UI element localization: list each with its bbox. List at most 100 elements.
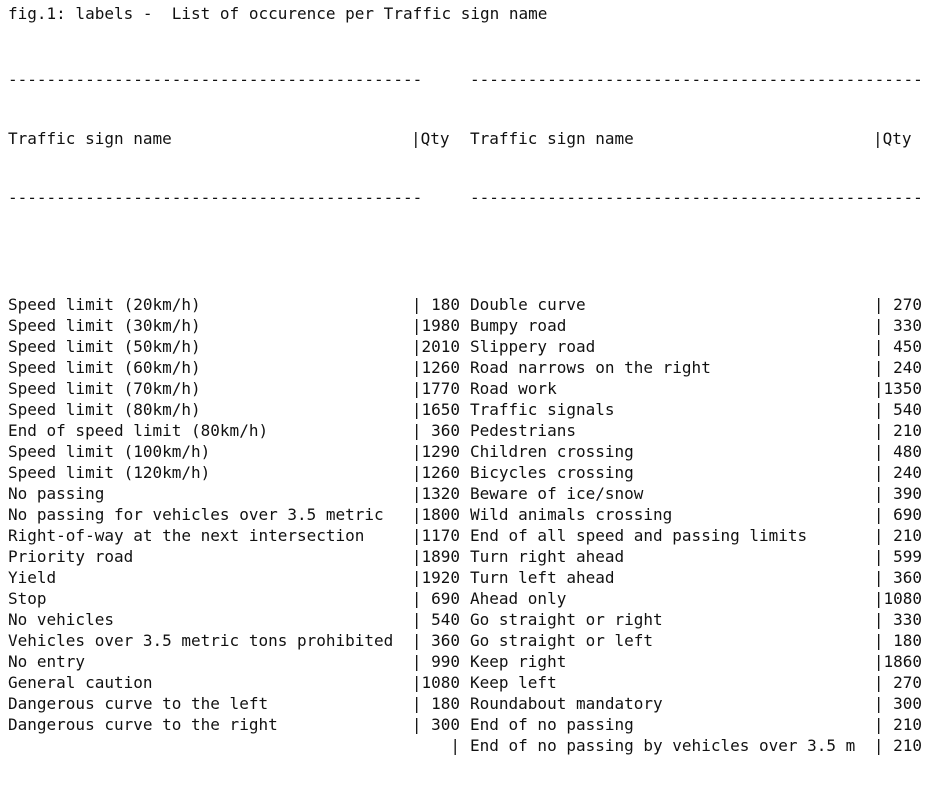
traffic-sign-qty: |1260 — [411, 463, 460, 482]
traffic-sign-qty: | 240 — [873, 463, 922, 482]
traffic-sign-qty: | 690 — [873, 505, 922, 524]
table-row: No vehicles | 540 — [8, 609, 460, 630]
traffic-sign-name: Speed limit (120km/h) — [8, 463, 211, 482]
traffic-sign-qty: | 180 — [873, 631, 922, 650]
table-row: Dangerous curve to the right | 300 — [8, 714, 460, 735]
traffic-sign-qty: |1350 — [873, 379, 922, 398]
table-header: Traffic sign name |Qty — [470, 128, 925, 150]
traffic-sign-name: Speed limit (50km/h) — [8, 337, 201, 356]
table-row: No entry | 990 — [8, 651, 460, 672]
traffic-sign-qty: |1320 — [411, 484, 460, 503]
traffic-sign-qty: |1890 — [411, 547, 460, 566]
table-row: Bicycles crossing | 240 — [470, 462, 925, 483]
traffic-sign-name: Dangerous curve to the right — [8, 715, 278, 734]
traffic-sign-qty: | 210 — [873, 421, 922, 440]
table-separator: ----------------------------------------… — [8, 192, 423, 204]
traffic-sign-name: Traffic signals — [470, 400, 615, 419]
traffic-sign-name: General caution — [8, 673, 153, 692]
traffic-sign-qty: | — [450, 736, 460, 755]
table-row: Road work |1350 — [470, 378, 925, 399]
table-row: Keep left | 270 — [470, 672, 925, 693]
traffic-sign-qty: | 180 — [411, 694, 460, 713]
traffic-sign-name: Speed limit (30km/h) — [8, 316, 201, 335]
traffic-sign-qty: | 270 — [873, 295, 922, 314]
table-row: Road narrows on the right | 240 — [470, 357, 925, 378]
traffic-sign-name: End of speed limit (80km/h) — [8, 421, 269, 440]
traffic-sign-name: Wild animals crossing — [470, 505, 673, 524]
table-row: Beware of ice/snow | 390 — [470, 483, 925, 504]
traffic-sign-qty: | 480 — [873, 442, 922, 461]
table-row: Roundabout mandatory | 300 — [470, 693, 925, 714]
header-qty: |Qty — [873, 129, 912, 148]
traffic-sign-qty: |1080 — [411, 673, 460, 692]
traffic-sign-name: Keep left — [470, 673, 557, 692]
table-header: Traffic sign name |Qty — [8, 128, 450, 150]
traffic-sign-name: End of all speed and passing limits — [470, 526, 808, 545]
header-traffic-sign-name: Traffic sign name — [470, 129, 634, 148]
table-separator: ----------------------------------------… — [470, 74, 925, 86]
table-row: Priority road |1890 — [8, 546, 460, 567]
traffic-sign-name: Road narrows on the right — [470, 358, 711, 377]
traffic-sign-qty: | 390 — [873, 484, 922, 503]
traffic-sign-qty: | 540 — [411, 610, 460, 629]
traffic-sign-name: Children crossing — [470, 442, 634, 461]
table-row: Speed limit (70km/h) |1770 — [8, 378, 460, 399]
traffic-sign-qty: | 450 — [873, 337, 922, 356]
table-row: Right-of-way at the next intersection |11… — [8, 525, 460, 546]
table-row: Children crossing | 480 — [470, 441, 925, 462]
table-separator: ----------------------------------------… — [470, 192, 925, 204]
traffic-sign-qty: | 540 — [873, 400, 922, 419]
traffic-sign-name: Priority road — [8, 547, 134, 566]
traffic-sign-qty: | 300 — [411, 715, 460, 734]
traffic-sign-qty: | 210 — [873, 715, 922, 734]
table-row: Speed limit (80km/h) |1650 — [8, 399, 460, 420]
table-row: Wild animals crossing | 690 — [470, 504, 925, 525]
table-row: Speed limit (120km/h) |1260 — [8, 462, 460, 483]
table-row: Double curve | 270 — [470, 294, 925, 315]
traffic-sign-name: Bicycles crossing — [470, 463, 634, 482]
table-row: Stop | 690 — [8, 588, 460, 609]
traffic-sign-name: Turn left ahead — [470, 568, 615, 587]
traffic-sign-name: No entry — [8, 652, 86, 671]
table-row: Turn left ahead | 360 — [470, 567, 925, 588]
table-row: Vehicles over 3.5 metric tons prohibited… — [8, 630, 460, 651]
table-separator: ----------------------------------------… — [8, 74, 423, 86]
table-row: No passing for vehicles over 3.5 metric |… — [8, 504, 460, 525]
traffic-sign-name: No passing — [8, 484, 105, 503]
traffic-sign-qty: |1650 — [411, 400, 460, 419]
table-row: General caution |1080 — [8, 672, 460, 693]
table-row: End of no passing by vehicles over 3.5 m… — [470, 735, 925, 756]
traffic-sign-name: Ahead only — [470, 589, 567, 608]
traffic-sign-name: Speed limit (70km/h) — [8, 379, 201, 398]
traffic-sign-qty: | 240 — [873, 358, 922, 377]
figure-page: fig.1: labels - List of occurence per Tr… — [8, 4, 925, 755]
table-row: Bumpy road | 330 — [470, 315, 925, 336]
table-row: Go straight or right | 330 — [470, 609, 925, 630]
traffic-sign-name: Speed limit (100km/h) — [8, 442, 211, 461]
traffic-sign-name: No passing for vehicles over 3.5 metric — [8, 505, 384, 524]
table-row: Speed limit (50km/h) |2010 — [8, 336, 460, 357]
traffic-sign-name: Keep right — [470, 652, 567, 671]
traffic-sign-name: Yield — [8, 568, 57, 587]
traffic-sign-qty: | 210 — [873, 526, 922, 545]
traffic-sign-qty: |1920 — [411, 568, 460, 587]
traffic-sign-qty: |1800 — [411, 505, 460, 524]
traffic-sign-name: Speed limit (20km/h) — [8, 295, 201, 314]
table-row: | — [8, 735, 460, 756]
table-row: End of all speed and passing limits | 210 — [470, 525, 925, 546]
traffic-sign-qty: |1980 — [411, 316, 460, 335]
traffic-sign-name: Beware of ice/snow — [470, 484, 644, 503]
traffic-sign-qty: |1770 — [411, 379, 460, 398]
traffic-sign-qty: | 270 — [873, 673, 922, 692]
table-row: End of speed limit (80km/h) | 360 — [8, 420, 460, 441]
table-row: Pedestrians | 210 — [470, 420, 925, 441]
table-row: Slippery road | 450 — [470, 336, 925, 357]
traffic-sign-qty: | 180 — [411, 295, 460, 314]
traffic-sign-qty: | 210 — [873, 736, 922, 755]
table-row: Speed limit (30km/h) |1980 — [8, 315, 460, 336]
table-row: End of no passing | 210 — [470, 714, 925, 735]
table-row: Keep right |1860 — [470, 651, 925, 672]
traffic-sign-name: Go straight or right — [470, 610, 663, 629]
traffic-sign-qty: | 330 — [873, 610, 922, 629]
header-qty: |Qty — [411, 129, 450, 148]
